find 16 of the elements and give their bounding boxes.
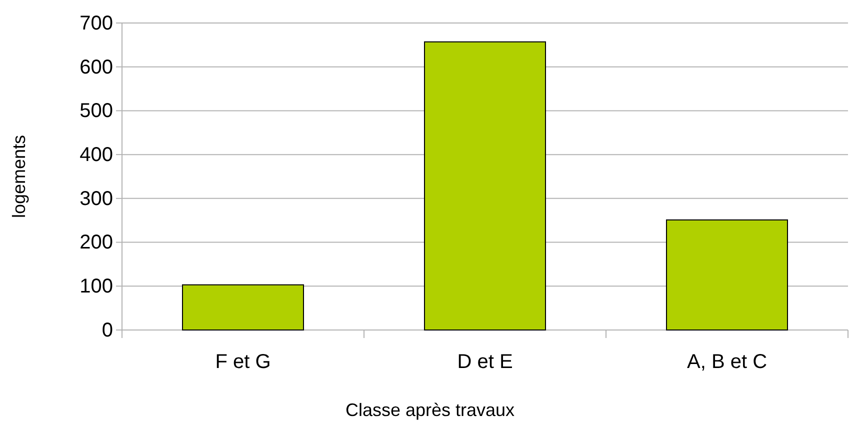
bar [666, 219, 788, 330]
y-tick-label: 200 [80, 232, 113, 254]
y-tick-label: 100 [80, 276, 113, 298]
y-tick-label: 0 [102, 319, 113, 342]
x-tick-label: A, B et C [686, 351, 768, 373]
x-axis-title: Classe après travaux [345, 400, 515, 420]
y-tick-label: 300 [80, 188, 113, 210]
x-tick-label: F et G [215, 351, 271, 373]
y-axis-title: logements [9, 134, 29, 218]
y-tick-label: 400 [80, 144, 113, 166]
y-tick-label: 600 [80, 56, 113, 78]
x-tick-label: D et E [457, 351, 513, 373]
y-tick-label: 500 [80, 100, 113, 122]
bar [424, 41, 546, 330]
bar [182, 284, 304, 330]
y-tick-label: 700 [80, 12, 113, 34]
